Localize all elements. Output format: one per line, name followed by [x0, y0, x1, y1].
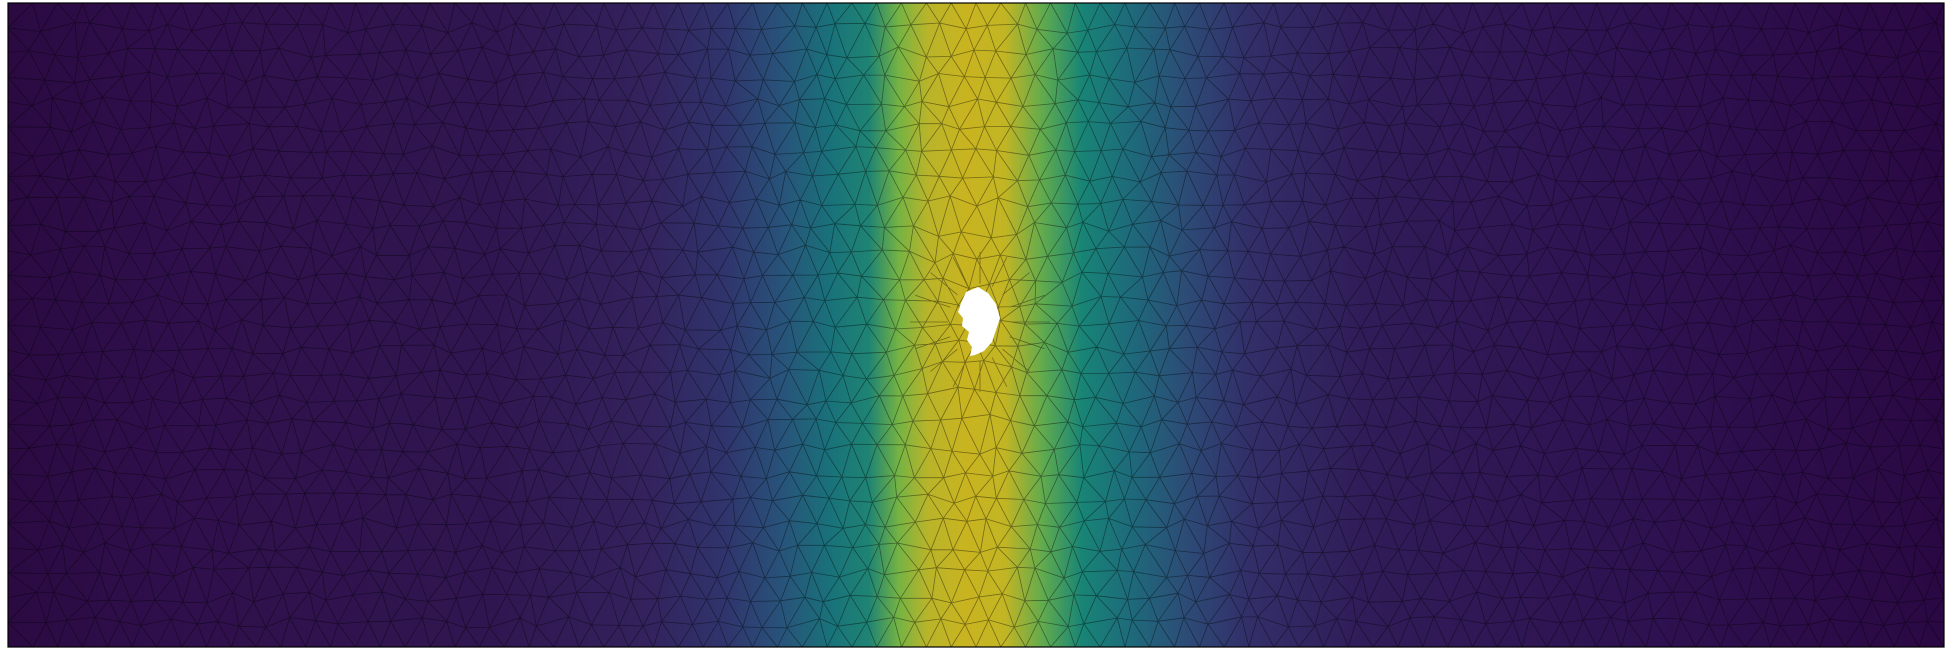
plot-frame: [7, 2, 1945, 648]
central-hole: [958, 287, 1000, 356]
